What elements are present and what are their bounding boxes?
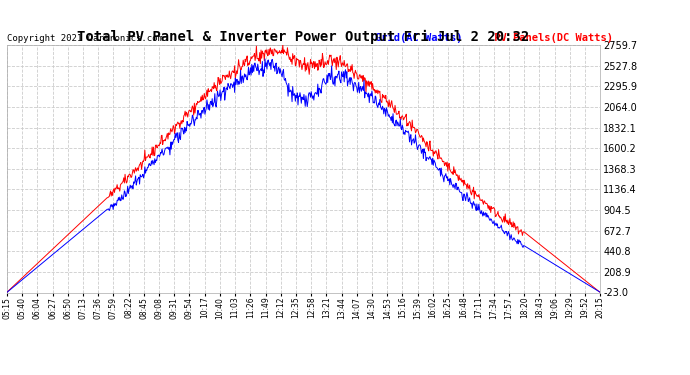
Text: Copyright 2021 Cartronics.com: Copyright 2021 Cartronics.com bbox=[7, 33, 163, 42]
Text: PV Panels(DC Watts): PV Panels(DC Watts) bbox=[488, 33, 613, 42]
Text: Grid(AC Watts): Grid(AC Watts) bbox=[375, 33, 462, 42]
Title: Total PV Panel & Inverter Power Output Fri Jul 2 20:32: Total PV Panel & Inverter Power Output F… bbox=[77, 30, 530, 44]
